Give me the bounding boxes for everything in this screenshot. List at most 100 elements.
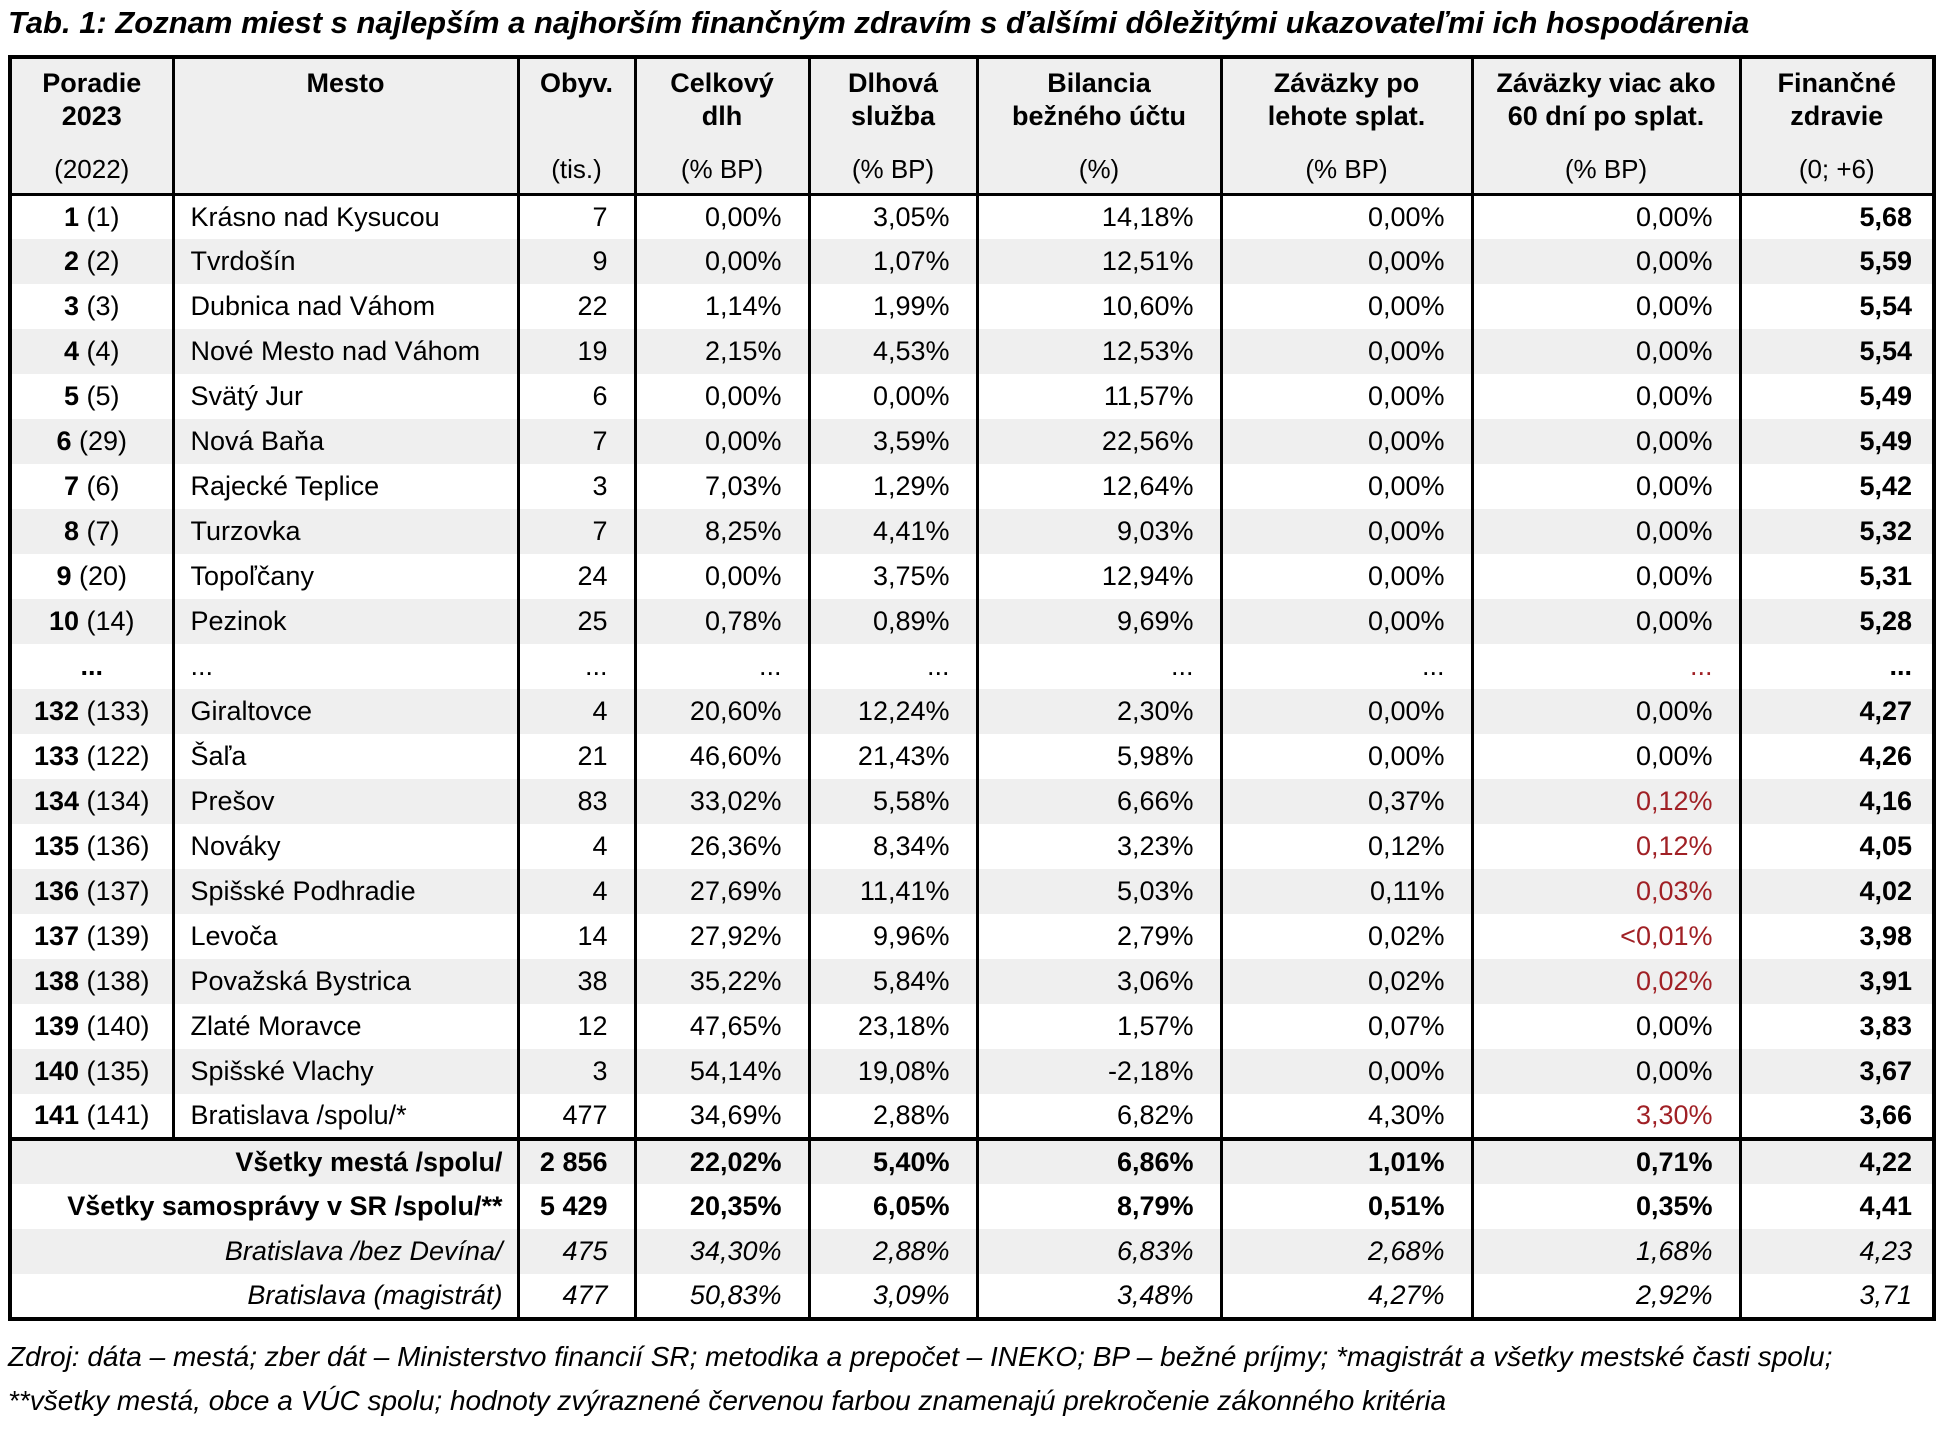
header-cell-unit: (%) [1078,153,1120,184]
header-cell-9: Finančné zdravie (0; +6) [1738,56,1934,195]
city-cell: Spišské Podhradie [171,869,518,915]
header-cell-unit: (% BP) [1564,153,1648,184]
header-cell-4: Celkový dlh (% BP) [633,56,809,195]
table-row: 9 (20) Topoľčany 24 0,00% 3,75% 12,94% 0,00% 0,… [8,554,1934,600]
table-header: Poradie 2023 (2022) Mesto Obyv. (tis.) Celkový… [8,56,1934,195]
rank-previous: (3) [86,291,120,322]
header-cell-title: Dlhová služba [847,67,939,131]
value-cell: 0,00% [1470,329,1740,375]
value-cell: 2,30% [975,689,1221,735]
city-cell: Nováky [171,824,518,870]
value-cell: 4,16 [1738,779,1934,825]
value-cell: 4,26 [1738,734,1934,780]
value-cell: 1,29% [807,464,977,510]
rank-cell: 8 (7) [8,509,173,555]
rank-current: 10 [48,606,79,637]
rank-previous: (135) [86,1056,150,1087]
city-cell: Topoľčany [171,554,518,600]
table-header-row: Poradie 2023 (2022) Mesto Obyv. (tis.) Celkový… [8,56,1934,195]
value-cell: 4 [516,689,635,735]
rank-current: 5 [63,381,79,412]
table-row: 134 (134) Prešov 83 33,02% 5,58% 6,66% 0,37% 0,… [8,779,1934,825]
value-cell: 5,98% [975,734,1221,780]
value-cell: 19,08% [807,1049,977,1095]
value-cell: 8,34% [807,824,977,870]
rank-previous: (5) [86,381,120,412]
value-cell: 0,00% [1470,509,1740,555]
rank-current: 8 [63,516,79,547]
value-cell: 0,89% [807,599,977,645]
summary-value-cell: 5 429 [516,1184,635,1230]
rank-cell: 137 (139) [8,914,173,960]
value-cell: 6,66% [975,779,1221,825]
rank-cell: 5 (5) [8,374,173,420]
header-cell-6: Bilancia bežného účtu (%) [975,56,1221,195]
value-cell: 0,12% [1219,824,1472,870]
summary-value-cell: 6,05% [807,1184,977,1230]
table-row: 6 (29) Nová Baňa 7 0,00% 3,59% 22,56% 0,00% 0,0… [8,419,1934,465]
rank-current: ... [80,651,103,682]
rank-previous: (6) [86,471,120,502]
value-cell: ... [633,644,809,690]
summary-value-cell: 4,27% [1219,1274,1472,1320]
header-cell-7: Záväzky po lehote splat. (% BP) [1219,56,1472,195]
value-cell: ... [1219,644,1472,690]
header-cell-content: Poradie 2023 (2022) [12,59,172,193]
rank-previous: (141) [86,1100,150,1131]
summary-value-cell: 3,09% [807,1274,977,1320]
rank-current: 137 [33,921,79,952]
summary-value-cell: 34,30% [633,1229,809,1275]
value-cell: 83 [516,779,635,825]
summary-value-cell: 3,48% [975,1274,1221,1320]
value-cell: 21 [516,734,635,780]
value-cell: 19 [516,329,635,375]
table-row: 139 (140) Zlaté Moravce 12 47,65% 23,18% 1,57… [8,1004,1934,1050]
header-cell-title: Bilancia bežného účtu [1012,67,1186,131]
header-cell-title: Mesto [306,67,385,98]
rank-previous: (20) [79,561,128,592]
rank-current: 2 [63,246,79,277]
summary-value-cell: 2 856 [516,1139,635,1185]
value-cell: 21,43% [807,734,977,780]
value-cell: 3 [516,1049,635,1095]
summary-value-cell: 6,83% [975,1229,1221,1275]
value-cell: 46,60% [633,734,809,780]
value-cell: 6,82% [975,1094,1221,1140]
value-cell: 0,02% [1470,959,1740,1005]
city-cell: Prešov [171,779,518,825]
value-cell: 0,00% [1470,194,1740,240]
value-cell: 4,41% [807,509,977,555]
rank-cell: 10 (14) [8,599,173,645]
value-cell: 5,42 [1738,464,1934,510]
table-row: 137 (139) Levoča 14 27,92% 9,96% 2,79% 0,02% <0… [8,914,1934,960]
summary-row: Všetky mestá /spolu/2 856 22,02% 5,40% 6,86… [8,1139,1934,1185]
header-cell-content: Finančné zdravie (0; +6) [1742,59,1933,193]
rank-cell: 1 (1) [8,194,173,240]
rank-cell: 3 (3) [8,284,173,330]
value-cell: 25 [516,599,635,645]
value-cell: 0,00% [1219,239,1472,285]
summary-value-cell: 6,86% [975,1139,1221,1185]
rank-cell: 7 (6) [8,464,173,510]
value-cell: 0,00% [1470,599,1740,645]
rank-current: 3 [63,291,79,322]
value-cell: 26,36% [633,824,809,870]
value-cell: 33,02% [633,779,809,825]
rank-cell: 141 (141) [8,1094,173,1140]
header-cell-content: Celkový dlh (% BP) [637,59,808,193]
summary-label-cell: Všetky mestá /spolu/ [8,1139,518,1185]
rank-cell: 134 (134) [8,779,173,825]
city-cell: ... [171,644,518,690]
summary-value-cell: 5,40% [807,1139,977,1185]
rank-cell: 4 (4) [8,329,173,375]
value-cell: 477 [516,1094,635,1140]
summary-value-cell: 0,35% [1470,1184,1740,1230]
value-cell: 2,15% [633,329,809,375]
rank-current: 141 [33,1100,79,1131]
value-cell: 3,98 [1738,914,1934,960]
value-cell: 34,69% [633,1094,809,1140]
value-cell: 0,00% [1219,509,1472,555]
value-cell: 3,66 [1738,1094,1934,1140]
summary-row: Bratislava /bez Devína/475 34,30% 2,88% 6,8… [8,1229,1934,1275]
value-cell: 12,24% [807,689,977,735]
